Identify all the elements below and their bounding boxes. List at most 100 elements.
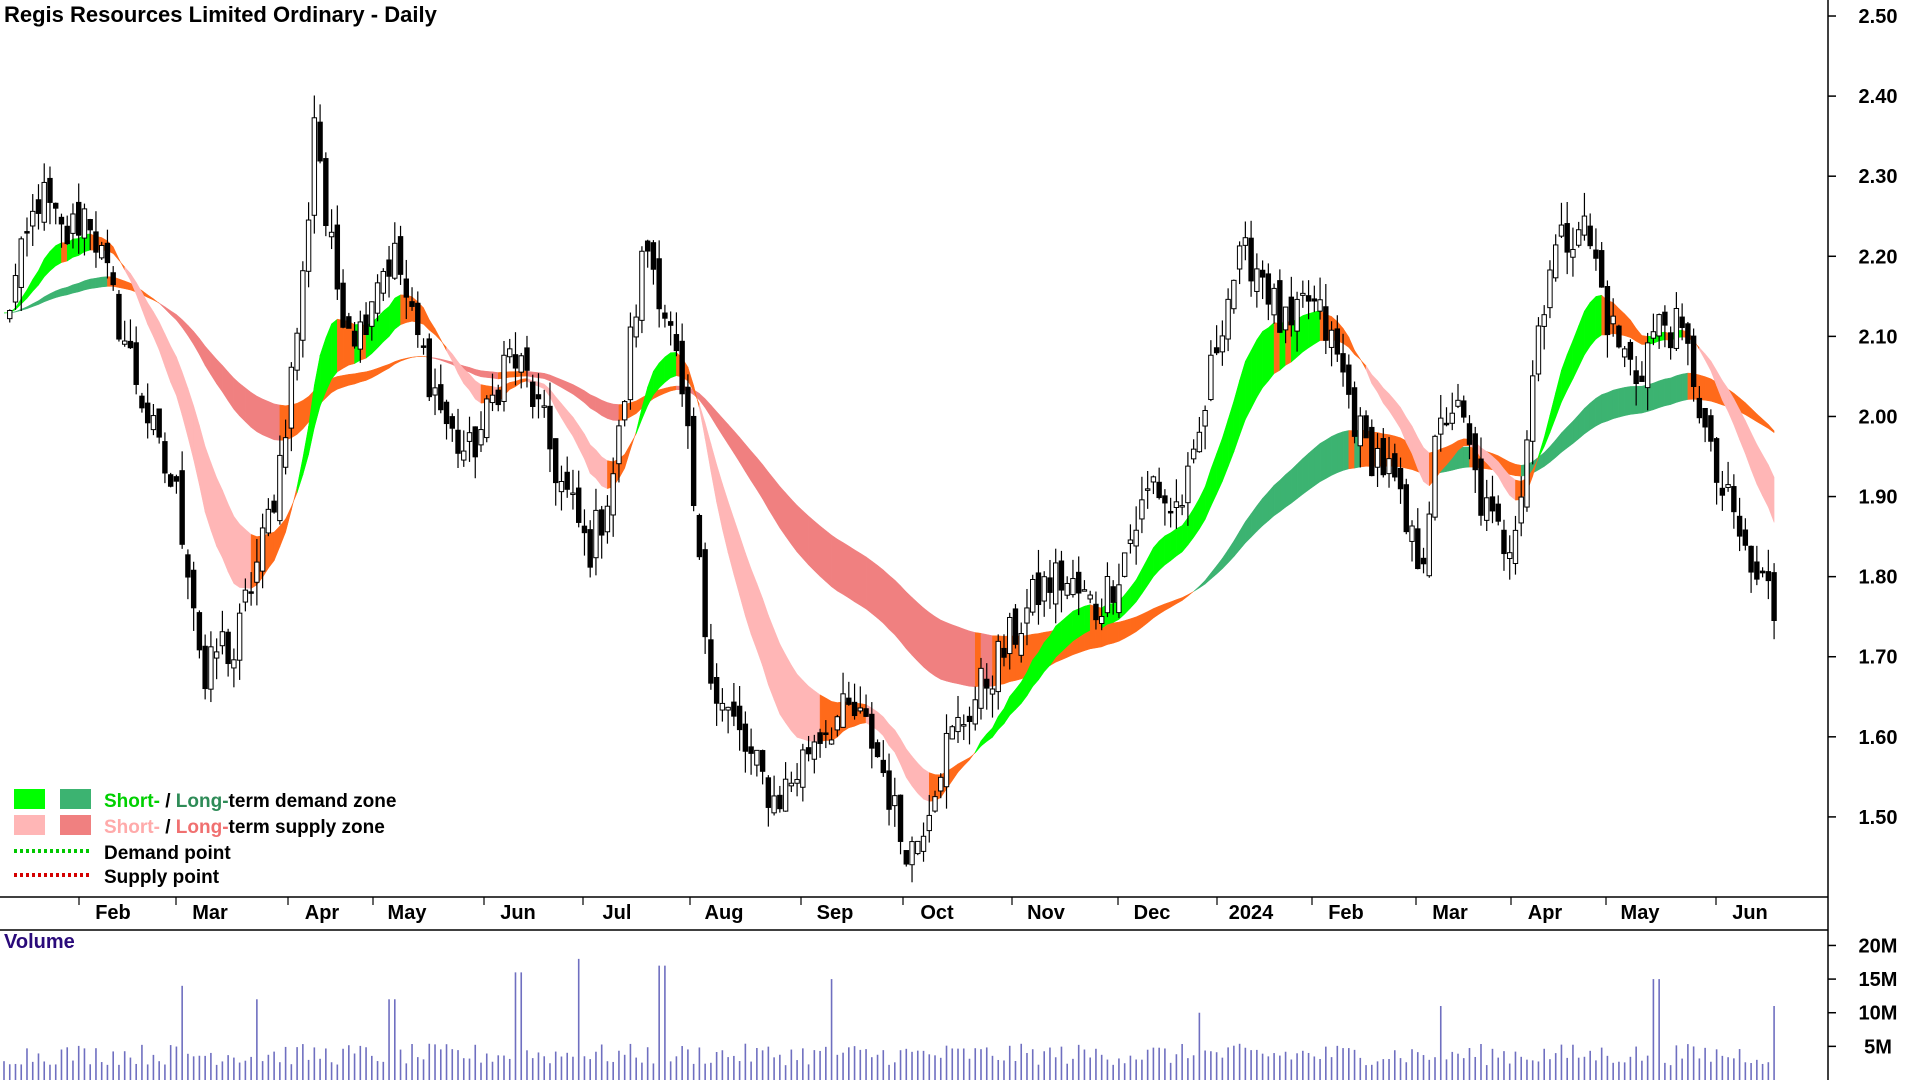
candle-body (1588, 226, 1592, 246)
candle-body (318, 122, 322, 161)
candle-body (42, 182, 46, 222)
candle-body (772, 796, 776, 813)
candle-body (502, 355, 506, 401)
candle-body (105, 243, 109, 262)
candle-body (140, 396, 144, 408)
candle-body (1605, 287, 1609, 335)
candle-body (663, 313, 667, 318)
short-term-zone (222, 490, 228, 572)
candle-body (1496, 504, 1500, 521)
candle-body (1370, 427, 1374, 475)
candle-body (65, 226, 69, 243)
candle-body (703, 550, 707, 637)
candle-body (599, 510, 603, 535)
long-term-zone (251, 392, 257, 431)
y-tick-label: 2.10 (1859, 326, 1898, 348)
candle-body (1306, 296, 1310, 301)
candle-body (1186, 466, 1190, 503)
candle-body (197, 613, 201, 650)
long-term-zone (257, 396, 263, 435)
candle-body (962, 725, 966, 727)
candle-body (1375, 448, 1379, 467)
candle-body (1163, 496, 1167, 503)
long-term-zone (906, 592, 912, 655)
long-term-zone (1705, 377, 1711, 402)
short-term-zone (1044, 636, 1050, 672)
y-tick-label: 2.30 (1859, 166, 1898, 188)
candle-body (324, 159, 328, 226)
candle-body (668, 322, 672, 326)
candle-body (416, 303, 420, 334)
candle-body (1691, 336, 1695, 386)
candle-body (1732, 487, 1736, 512)
long-term-zone (1297, 458, 1303, 498)
long-term-zone (102, 277, 108, 287)
candle-body (657, 259, 661, 309)
candle-body (1140, 500, 1144, 519)
long-term-zone (1607, 390, 1613, 421)
candle-body (421, 346, 425, 348)
short-term-zone (780, 644, 786, 723)
candle-body (548, 406, 552, 449)
candle-body (295, 333, 299, 370)
candle-body (588, 530, 592, 568)
candle-body (467, 433, 471, 442)
candle-body (134, 343, 138, 385)
candle-body (364, 315, 368, 335)
candle-body (168, 475, 172, 487)
long-term-zone (607, 402, 613, 420)
candle-body (145, 403, 149, 423)
candle-body (927, 815, 931, 830)
long-term-zone (1286, 470, 1292, 508)
candle-body (128, 341, 132, 347)
candle-body (864, 709, 868, 717)
short-term-zone (1067, 611, 1073, 646)
long-term-zone (1699, 375, 1705, 400)
candle-body (1398, 468, 1402, 488)
short-term-zone (240, 524, 246, 588)
candle-body (1048, 578, 1052, 593)
long-term-zone (1464, 447, 1470, 468)
long-term-zone (987, 634, 993, 686)
candle-body (956, 717, 960, 731)
candle-body (1553, 245, 1557, 278)
candle-body (1289, 297, 1293, 325)
legend-supply-short: Short- (104, 817, 160, 838)
candle-body (232, 660, 236, 668)
long-term-zone (280, 405, 286, 440)
short-term-zone (475, 381, 481, 404)
candle-body (1283, 307, 1287, 330)
candle-body (1749, 546, 1753, 572)
long-term-zone (820, 526, 826, 582)
candle-body (1622, 349, 1626, 357)
short-term-zone (768, 615, 774, 700)
candle-body (1220, 336, 1224, 352)
long-term-zone (61, 287, 67, 296)
candle-body (910, 842, 914, 865)
short-term-zone (217, 478, 223, 558)
candle-body (439, 385, 443, 410)
candle-body (1364, 416, 1368, 438)
long-term-zone (901, 586, 907, 649)
candle-body (249, 592, 253, 594)
candle-body (1278, 281, 1282, 333)
short-term-zone (1245, 351, 1251, 420)
long-term-zone (837, 539, 843, 594)
long-term-zone (964, 629, 970, 686)
long-term-zone (527, 371, 533, 377)
candle-body (151, 416, 155, 430)
candle-body (933, 797, 937, 811)
candle-body (829, 740, 833, 744)
legend-supply-long: Long- (176, 817, 229, 838)
candle-body (1191, 449, 1195, 459)
candle-body (25, 232, 29, 234)
candle-body (1485, 498, 1489, 521)
short-term-zone (1510, 476, 1516, 501)
short-term-zone (228, 504, 234, 584)
long-term-zone (349, 374, 355, 386)
candle-body (1099, 617, 1103, 624)
candle-body (1312, 299, 1316, 301)
long-term-zone (1613, 389, 1619, 419)
candle-body (1117, 585, 1121, 613)
long-term-zone (1642, 385, 1648, 413)
